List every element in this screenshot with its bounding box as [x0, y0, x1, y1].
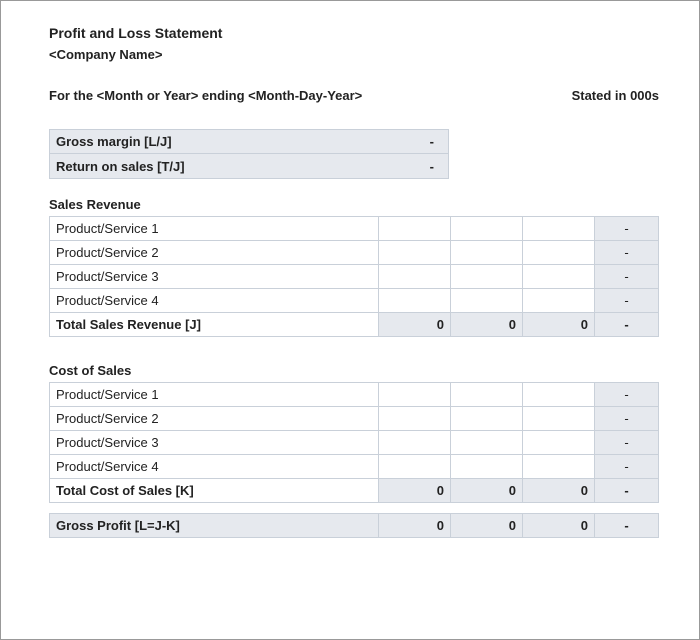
table-row: Product/Service 4 -	[50, 455, 659, 479]
total-label: Total Sales Revenue [J]	[50, 313, 379, 337]
table-row: Product/Service 1 -	[50, 217, 659, 241]
row-label: Product/Service 2	[50, 241, 379, 265]
total-cell: -	[595, 313, 659, 337]
cost-table: Product/Service 1 - Product/Service 2 - …	[49, 382, 659, 503]
gross-profit-label: Gross Profit [L=J-K]	[50, 514, 379, 538]
cell	[451, 217, 523, 241]
period-row: For the <Month or Year> ending <Month-Da…	[49, 88, 659, 103]
row-label: Product/Service 4	[50, 455, 379, 479]
row-total: -	[595, 217, 659, 241]
cell	[451, 383, 523, 407]
metrics-box: Gross margin [L/J] - Return on sales [T/…	[49, 129, 449, 179]
gross-profit-cell: -	[595, 514, 659, 538]
return-on-sales-value: -	[388, 159, 448, 174]
total-cell: 0	[379, 313, 451, 337]
row-total: -	[595, 241, 659, 265]
metric-row-return-on-sales: Return on sales [T/J] -	[50, 154, 448, 178]
row-total: -	[595, 431, 659, 455]
cell	[523, 431, 595, 455]
table-row: Product/Service 3 -	[50, 431, 659, 455]
row-label: Product/Service 3	[50, 431, 379, 455]
cell	[379, 241, 451, 265]
cell	[523, 289, 595, 313]
gross-profit-cell: 0	[451, 514, 523, 538]
cell	[379, 455, 451, 479]
total-cell: 0	[523, 479, 595, 503]
row-total: -	[595, 383, 659, 407]
table-row: Product/Service 3 -	[50, 265, 659, 289]
cell	[451, 241, 523, 265]
total-label: Total Cost of Sales [K]	[50, 479, 379, 503]
return-on-sales-label: Return on sales [T/J]	[50, 159, 388, 174]
sales-heading: Sales Revenue	[49, 197, 659, 212]
cell	[451, 407, 523, 431]
statement-sheet: Profit and Loss Statement <Company Name>…	[0, 0, 700, 640]
gross-margin-value: -	[388, 134, 448, 149]
sales-table: Product/Service 1 - Product/Service 2 - …	[49, 216, 659, 337]
gross-margin-label: Gross margin [L/J]	[50, 134, 388, 149]
company-name: <Company Name>	[49, 47, 659, 62]
cell	[451, 455, 523, 479]
row-label: Product/Service 1	[50, 383, 379, 407]
cell	[451, 289, 523, 313]
cell	[523, 455, 595, 479]
row-label: Product/Service 1	[50, 217, 379, 241]
cell	[523, 265, 595, 289]
row-total: -	[595, 455, 659, 479]
table-row: Product/Service 2 -	[50, 407, 659, 431]
cell	[379, 217, 451, 241]
cell	[379, 265, 451, 289]
cell	[379, 289, 451, 313]
total-cell: 0	[523, 313, 595, 337]
cell	[523, 383, 595, 407]
row-label: Product/Service 2	[50, 407, 379, 431]
sales-total-row: Total Sales Revenue [J] 0 0 0 -	[50, 313, 659, 337]
total-cell: 0	[379, 479, 451, 503]
row-total: -	[595, 265, 659, 289]
cost-heading: Cost of Sales	[49, 363, 659, 378]
table-row: Product/Service 1 -	[50, 383, 659, 407]
total-cell: 0	[451, 313, 523, 337]
row-label: Product/Service 3	[50, 265, 379, 289]
cell	[379, 431, 451, 455]
total-cell: 0	[451, 479, 523, 503]
gross-profit-row: Gross Profit [L=J-K] 0 0 0 -	[50, 514, 659, 538]
page-title: Profit and Loss Statement	[49, 25, 659, 41]
cell	[379, 383, 451, 407]
period-text: For the <Month or Year> ending <Month-Da…	[49, 88, 362, 103]
row-total: -	[595, 407, 659, 431]
gross-profit-table: Gross Profit [L=J-K] 0 0 0 -	[49, 513, 659, 538]
row-label: Product/Service 4	[50, 289, 379, 313]
metric-row-gross-margin: Gross margin [L/J] -	[50, 130, 448, 154]
cell	[379, 407, 451, 431]
cell	[523, 407, 595, 431]
cost-total-row: Total Cost of Sales [K] 0 0 0 -	[50, 479, 659, 503]
table-row: Product/Service 2 -	[50, 241, 659, 265]
table-row: Product/Service 4 -	[50, 289, 659, 313]
cell	[523, 217, 595, 241]
cell	[523, 241, 595, 265]
total-cell: -	[595, 479, 659, 503]
gross-profit-cell: 0	[379, 514, 451, 538]
row-total: -	[595, 289, 659, 313]
cell	[451, 265, 523, 289]
stated-in: Stated in 000s	[572, 88, 659, 103]
gross-profit-cell: 0	[523, 514, 595, 538]
cell	[451, 431, 523, 455]
